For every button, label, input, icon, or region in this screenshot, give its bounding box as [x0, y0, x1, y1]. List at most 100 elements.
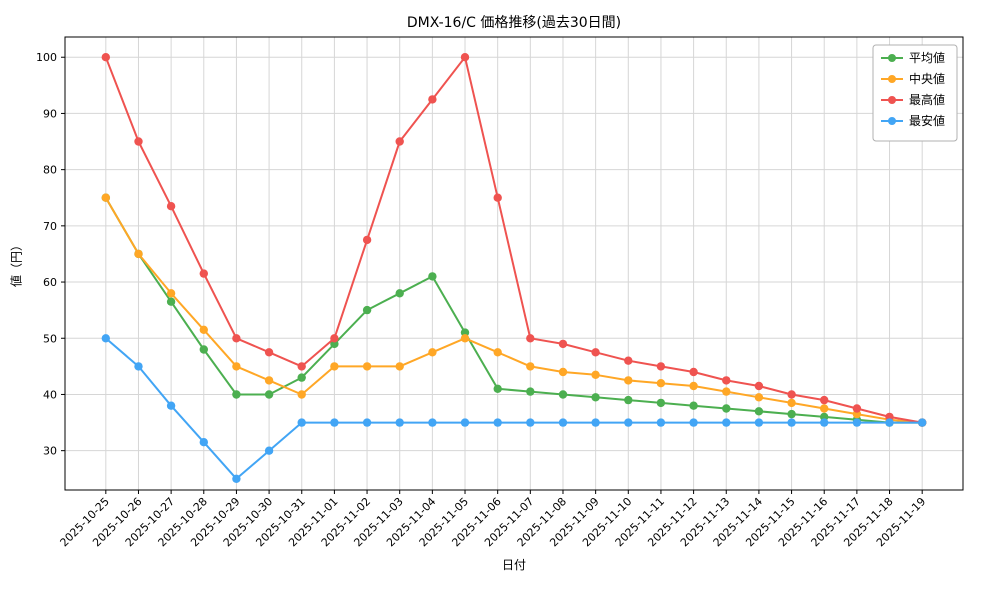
data-point-marker: [362, 418, 372, 427]
data-point-marker: [624, 376, 633, 385]
series-line-平均値: [104, 196, 924, 424]
data-point-marker: [526, 362, 535, 371]
data-point-marker: [820, 418, 829, 427]
data-point-marker: [624, 395, 633, 405]
data-point-marker: [558, 390, 568, 399]
data-point-marker: [591, 370, 600, 379]
data-point-marker: [656, 379, 666, 388]
legend-label-平均値: 平均値: [909, 50, 945, 65]
data-point-marker: [656, 362, 666, 371]
data-point-marker: [428, 418, 437, 427]
data-point-marker: [656, 418, 666, 427]
data-point-marker: [918, 418, 927, 427]
data-point-marker: [199, 269, 208, 278]
data-point-marker: [689, 367, 698, 377]
data-point-marker: [558, 367, 568, 377]
data-point-marker: [395, 137, 404, 146]
data-point-marker: [166, 202, 176, 211]
y-tick-label: 90: [43, 107, 57, 120]
data-point-marker: [787, 409, 796, 419]
data-point-marker: [493, 193, 502, 202]
data-point-marker: [852, 404, 862, 413]
axes-box: [64, 36, 964, 491]
series-line-最高値: [104, 56, 924, 424]
data-point-marker: [264, 390, 274, 399]
data-point-marker: [787, 418, 796, 427]
data-point-marker: [722, 418, 731, 427]
data-point-marker: [330, 418, 339, 427]
data-point-marker: [395, 289, 404, 298]
y-tick-label: 40: [43, 388, 57, 401]
x-axis-label: 日付: [501, 558, 526, 572]
data-point-marker: [232, 362, 241, 371]
data-point-marker: [232, 334, 241, 343]
legend-label-最高値: 最高値: [909, 92, 945, 107]
data-point-marker: [558, 339, 568, 349]
data-point-marker: [297, 362, 306, 371]
data-point-marker: [493, 384, 502, 393]
data-point-marker: [199, 438, 208, 447]
data-point-marker: [591, 418, 600, 427]
data-point-marker: [689, 418, 698, 427]
data-point-marker: [722, 376, 731, 385]
series-line-最安値: [104, 337, 924, 480]
y-tick-label: 60: [43, 276, 57, 289]
data-point-marker: [754, 393, 764, 402]
data-point-marker: [428, 95, 437, 104]
data-point-marker: [101, 193, 111, 202]
legend-label-最安値: 最安値: [909, 113, 945, 128]
data-point-marker: [297, 418, 306, 427]
data-point-marker: [722, 387, 731, 396]
y-tick-label: 30: [43, 445, 57, 458]
legend-marker: [888, 75, 896, 83]
data-point-marker: [199, 345, 208, 354]
data-point-marker: [526, 334, 535, 343]
data-point-marker: [199, 325, 208, 334]
data-point-marker: [134, 362, 143, 371]
data-point-marker: [591, 348, 600, 357]
data-point-marker: [722, 404, 731, 413]
series-line-中央値: [104, 196, 924, 424]
data-point-marker: [591, 393, 600, 402]
data-point-marker: [885, 418, 894, 427]
data-point-marker: [395, 362, 404, 371]
data-point-marker: [624, 418, 633, 427]
data-point-marker: [820, 395, 829, 405]
data-point-marker: [852, 418, 862, 427]
legend-label-中央値: 中央値: [909, 71, 945, 86]
data-point-marker: [754, 418, 764, 427]
data-point-marker: [362, 235, 372, 245]
data-point-marker: [689, 401, 698, 410]
data-point-marker: [264, 348, 274, 357]
data-point-marker: [460, 53, 470, 62]
data-point-marker: [362, 305, 372, 315]
data-point-marker: [264, 446, 274, 455]
y-tick-label: 50: [43, 332, 57, 345]
data-point-marker: [264, 376, 274, 385]
data-point-marker: [101, 53, 111, 62]
data-point-marker: [493, 418, 502, 427]
data-point-marker: [232, 474, 241, 483]
data-point-marker: [101, 334, 111, 343]
data-point-marker: [787, 398, 796, 408]
data-point-marker: [526, 418, 535, 427]
data-point-marker: [134, 137, 143, 146]
data-point-marker: [526, 387, 535, 396]
data-point-marker: [558, 418, 568, 427]
legend-marker: [888, 117, 896, 125]
data-point-marker: [362, 362, 372, 371]
data-point-marker: [460, 334, 470, 343]
data-point-marker: [166, 401, 176, 410]
data-point-marker: [297, 390, 306, 399]
data-point-marker: [428, 348, 437, 357]
legend: [872, 44, 958, 142]
legend-marker: [888, 54, 896, 62]
legend-marker: [888, 96, 896, 104]
data-point-marker: [166, 289, 176, 298]
data-point-marker: [493, 348, 502, 357]
data-point-marker: [232, 390, 241, 399]
y-tick-label: 70: [43, 220, 57, 233]
data-point-marker: [820, 404, 829, 413]
